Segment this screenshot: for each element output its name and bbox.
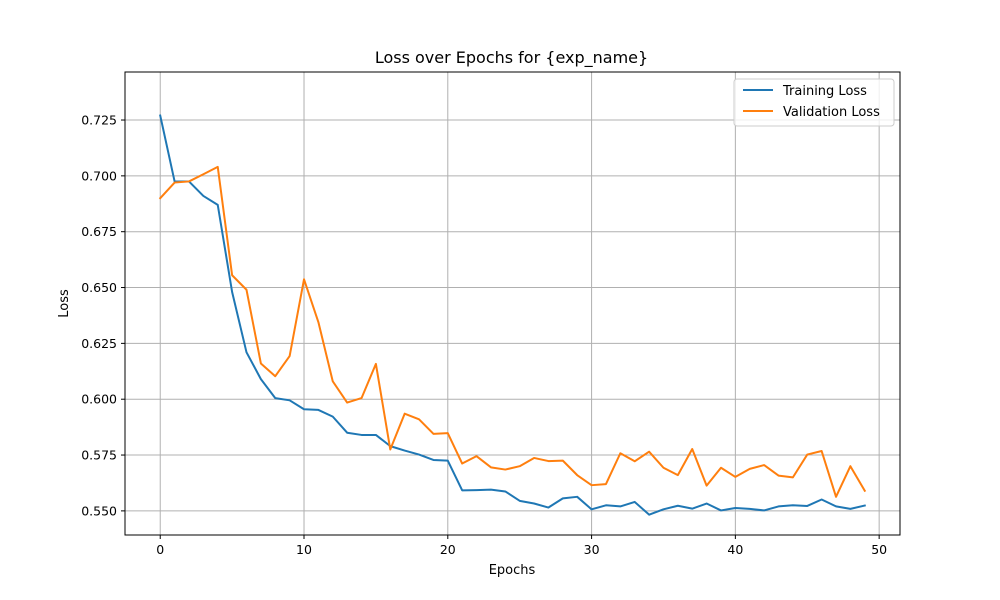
y-tick-label: 0.675: [81, 224, 117, 239]
y-axis-label: Loss: [57, 289, 72, 318]
y-tick-label: 0.725: [81, 113, 117, 128]
x-axis-label: Epochs: [489, 563, 536, 578]
validation-loss-line: [158, 165, 867, 498]
y-tick-label: 0.600: [81, 392, 117, 407]
training-loss-line: [159, 114, 866, 516]
plot-frame: [124, 71, 901, 536]
y-axis-ticks: 0.550 0.575 0.600 0.625 0.650 0.675 0.700 0.725: [81, 113, 125, 518]
legend-label-validation: Validation Loss: [783, 105, 880, 120]
grid: [125, 72, 900, 535]
y-tick-label: 0.625: [81, 336, 117, 351]
x-tick-label: 40: [727, 542, 743, 557]
legend: Training Loss Validation Loss: [733, 78, 895, 127]
x-tick-label: 0: [156, 542, 164, 557]
x-tick-label: 20: [440, 542, 456, 557]
y-tick-label: 0.550: [81, 503, 117, 518]
legend-box: [733, 78, 895, 127]
series-lines: [158, 114, 867, 516]
x-tick-label: 30: [584, 542, 600, 557]
plot-area: [124, 71, 901, 536]
plot-background: [125, 72, 900, 535]
x-axis-ticks: 0 10 20 30 40 50: [156, 535, 887, 557]
legend-label-training: Training Loss: [782, 84, 867, 99]
x-tick-label: 50: [871, 542, 887, 557]
x-tick-label: 10: [296, 542, 312, 557]
y-tick-label: 0.700: [81, 168, 117, 183]
y-tick-label: 0.650: [81, 280, 117, 295]
chart-title: Loss over Epochs for {exp_name}: [375, 48, 648, 68]
y-tick-label: 0.575: [81, 448, 117, 463]
